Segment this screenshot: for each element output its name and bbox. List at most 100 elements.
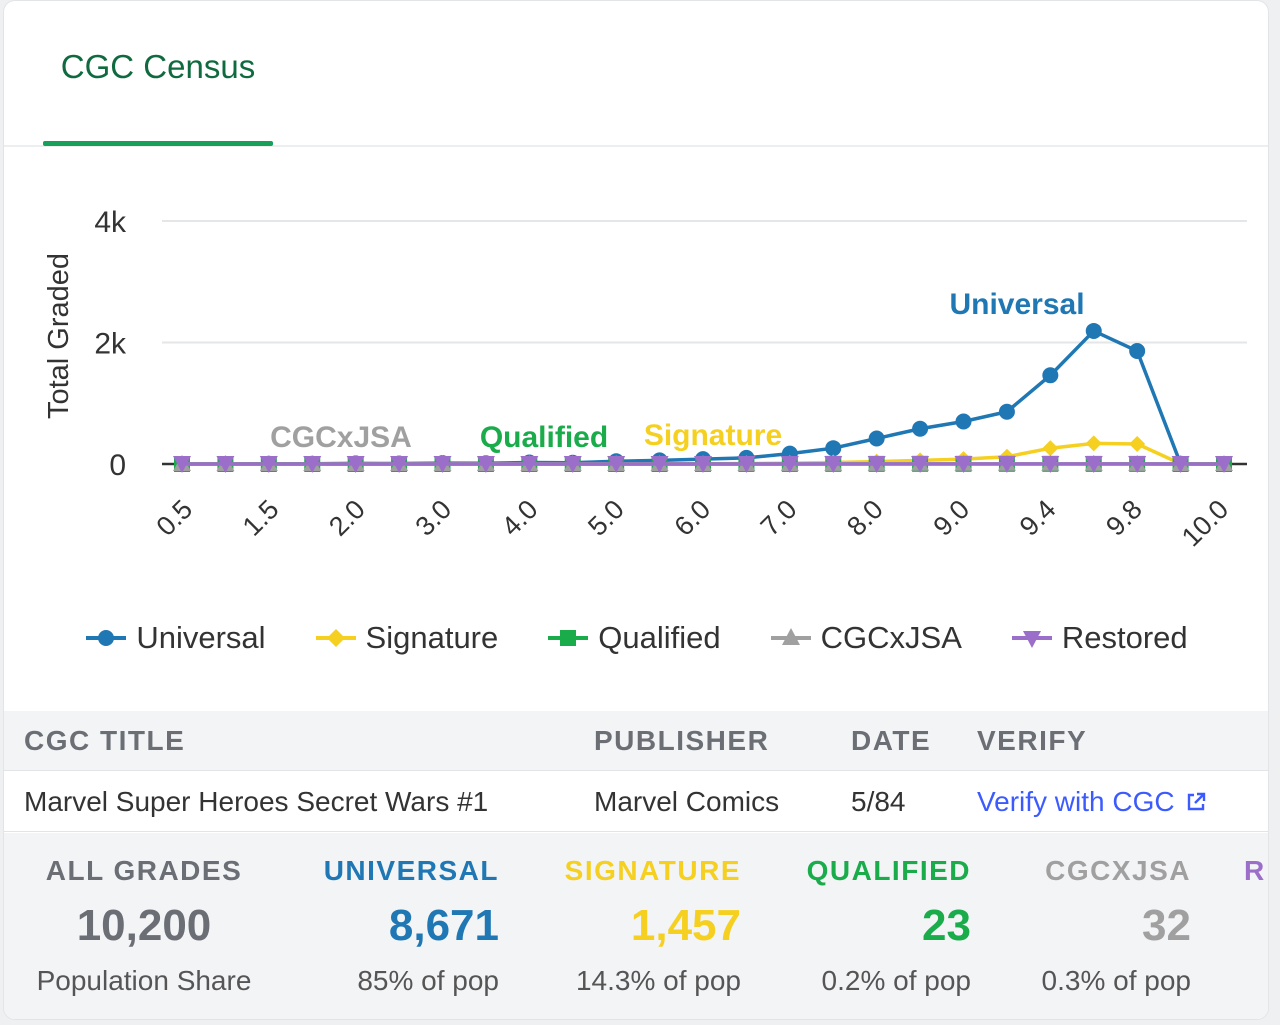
y-tick-label: 2k <box>94 328 127 361</box>
verify-with-cgc-link[interactable]: Verify with CGC <box>977 772 1207 831</box>
stat-signature: SIGNATURE 1,457 14.3% of pop <box>534 833 741 1019</box>
series-point-restored <box>1041 456 1060 473</box>
series-point-restored <box>737 456 756 473</box>
series-point-restored <box>694 456 712 473</box>
series-point-universal <box>912 420 929 437</box>
series-point-restored <box>303 456 322 473</box>
series-point-restored <box>476 456 495 473</box>
stat-all-grades: ALL GRADES 10,200 Population Share <box>24 833 264 1019</box>
series-point-restored <box>954 456 973 473</box>
tab-cgc-census[interactable]: CGC Census <box>60 48 256 85</box>
x-tick-label: 10.0 <box>1176 494 1234 552</box>
stat-sub: Population Share <box>36 965 252 996</box>
series-point-restored <box>1128 456 1147 473</box>
series-point-restored <box>997 456 1016 473</box>
cell-title: Marvel Super Heroes Secret Wars #1 <box>24 785 489 817</box>
tab-bar: CGC Census <box>4 1 1268 147</box>
series-point-signature <box>1129 435 1146 452</box>
stat-label: ALL GRADES <box>45 855 243 886</box>
series-point-universal <box>1042 367 1059 384</box>
stat-value: 8,671 <box>388 901 499 950</box>
stat-qualified: QUALIFIED 23 0.2% of pop <box>774 833 971 1019</box>
x-tick-label: 2.0 <box>323 494 371 542</box>
header-publisher: PUBLISHER <box>594 724 770 756</box>
series-point-universal <box>825 440 842 457</box>
series-point-restored <box>216 456 235 473</box>
series-point-universal <box>998 403 1015 420</box>
series-point-restored <box>911 456 930 473</box>
stat-sub: 14.3% of pop <box>575 965 741 996</box>
x-tick-label: 4.0 <box>496 494 544 542</box>
series-point-restored <box>433 456 452 473</box>
series-point-restored <box>780 456 799 473</box>
table-row: Marvel Super Heroes Secret Wars #1 Marve… <box>4 772 1268 832</box>
chart-legend: Universal Signature Qualified CGCxJSA <box>4 613 1268 663</box>
series-point-restored <box>867 456 886 473</box>
legend-item-cgcxjsa[interactable]: CGCxJSA <box>770 620 962 656</box>
legend-label-restored: Restored <box>1061 620 1188 655</box>
legend-item-signature[interactable]: Signature <box>315 620 499 656</box>
population-stats: ALL GRADES 10,200 Population Share UNIVE… <box>4 833 1268 1019</box>
x-tick-label: 3.0 <box>409 494 457 542</box>
qualified-square-icon <box>548 630 589 646</box>
x-tick-label: 1.5 <box>237 494 285 542</box>
legend-label-qualified: Qualified <box>598 620 721 655</box>
stat-sub: 0.2% of pop <box>821 965 971 996</box>
series-point-universal <box>868 430 885 447</box>
series-point-universal <box>955 413 972 430</box>
series-annotation: Signature <box>644 419 782 452</box>
signature-diamond-icon <box>315 629 356 647</box>
series-annotation: Qualified <box>480 421 608 454</box>
series-point-restored <box>173 456 191 473</box>
x-tick-label: 7.0 <box>755 494 803 542</box>
series-point-restored <box>1215 456 1233 473</box>
series-point-universal <box>1085 322 1102 339</box>
legend-label-universal: Universal <box>136 620 266 655</box>
series-point-restored <box>259 456 278 473</box>
series-point-signature <box>1085 435 1102 452</box>
stat-restored: R <box>1244 833 1268 1019</box>
y-tick-label: 0 <box>109 449 126 482</box>
legend-item-universal[interactable]: Universal <box>86 620 266 656</box>
header-cgc-title: CGC TITLE <box>24 724 186 756</box>
series-point-restored <box>1084 456 1103 473</box>
table-header: CGC TITLE PUBLISHER DATE VERIFY <box>4 711 1268 771</box>
header-verify: VERIFY <box>977 724 1088 756</box>
stat-sub: 85% of pop <box>357 965 499 996</box>
legend-item-qualified[interactable]: Qualified <box>548 620 721 656</box>
x-tick-label: 9.8 <box>1100 494 1148 542</box>
series-point-restored <box>824 456 843 473</box>
cgcxjsa-triangle-icon <box>770 628 811 645</box>
stat-label: R <box>1244 855 1266 886</box>
legend-item-restored[interactable]: Restored <box>1011 620 1188 656</box>
series-point-restored <box>563 456 582 473</box>
census-chart: 0 2k 4k Total Graded 0.5 1.5 2.0 3.0 4.0 5.0 6.0 7.… <box>4 151 1268 706</box>
legend-label-signature: Signature <box>365 620 499 655</box>
series-point-restored <box>650 456 669 473</box>
series-point-restored <box>390 456 409 473</box>
stat-label: CGCXJSA <box>1045 855 1191 886</box>
x-tick-label: 9.0 <box>927 494 975 542</box>
stat-sub: 0.3% of pop <box>1041 965 1191 996</box>
chart-svg: 0 2k 4k Total Graded 0.5 1.5 2.0 3.0 4.0 5.0 6.0 7.… <box>43 206 1247 552</box>
stat-value: 32 <box>1142 901 1191 950</box>
series-annotation: Universal <box>949 288 1084 321</box>
restored-triangle-down-icon <box>1011 631 1052 648</box>
series-point-restored <box>346 456 365 473</box>
stat-label: UNIVERSAL <box>323 855 499 886</box>
cell-date: 5/84 <box>851 785 906 817</box>
series-point-restored <box>520 456 539 473</box>
stat-value: 1,457 <box>630 901 741 950</box>
series-point-restored <box>607 456 626 473</box>
x-tick-label: 6.0 <box>668 494 716 542</box>
cell-publisher: Marvel Comics <box>594 785 780 817</box>
stat-label: QUALIFIED <box>806 855 971 886</box>
y-axis-label: Total Graded <box>43 253 75 419</box>
y-tick-label: 4k <box>94 206 127 239</box>
x-tick-label: 8.0 <box>841 494 889 542</box>
header-date: DATE <box>851 724 932 756</box>
active-tab-indicator <box>43 141 273 146</box>
series-point-restored <box>1171 456 1190 473</box>
legend-label-cgcxjsa: CGCxJSA <box>820 620 962 655</box>
x-tick-label: 0.5 <box>150 494 198 542</box>
